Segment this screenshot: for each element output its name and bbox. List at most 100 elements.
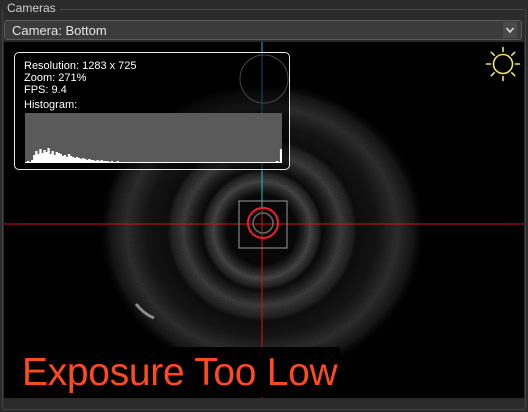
histogram-bar (73, 158, 77, 163)
histogram-bar (78, 158, 81, 163)
histogram-bar (147, 162, 150, 163)
histogram-bar (233, 162, 236, 163)
histogram-bar (141, 162, 144, 163)
histogram-bar (120, 162, 124, 163)
histogram-bar (228, 162, 232, 163)
histogram-label: Histogram: (24, 99, 78, 111)
camera-view[interactable]: Resolution: 1283 x 725 Zoom: 271% FPS: 9… (4, 42, 524, 398)
histogram-bar (27, 161, 30, 163)
histogram-bar (222, 162, 226, 163)
histogram-bar (51, 151, 54, 163)
histogram-bar (188, 162, 191, 163)
histogram-bar (80, 159, 83, 163)
histogram-bar (157, 162, 160, 163)
histogram-bar (75, 157, 79, 163)
histogram-bar (118, 162, 122, 163)
histogram-bar (137, 162, 140, 163)
histogram-bar (200, 162, 203, 163)
histogram-bar (41, 153, 44, 163)
histogram-bar (259, 162, 262, 163)
histogram-bar (96, 160, 99, 163)
histogram-bar (71, 157, 75, 163)
histogram-bar (145, 162, 148, 163)
histogram-bar (263, 162, 266, 163)
histogram-bar (84, 159, 87, 163)
histogram-bar (198, 162, 201, 163)
histogram-bar (167, 162, 171, 163)
histogram-bar (161, 162, 164, 163)
histogram-bar (69, 156, 73, 163)
histogram-bar (208, 162, 211, 163)
histogram-bar (165, 162, 169, 163)
histogram-bar (190, 162, 193, 163)
histogram-bar (204, 162, 207, 163)
histogram-bar (212, 162, 215, 163)
histogram-bar (245, 162, 248, 163)
histogram-bar (65, 157, 69, 163)
histogram-bar (253, 162, 256, 163)
chevron-down-icon (503, 22, 517, 38)
histogram-bar (94, 161, 97, 163)
histogram-bar (171, 162, 175, 163)
group-title-line (60, 9, 524, 10)
histogram-bar (131, 162, 134, 163)
histogram-bar (49, 154, 52, 163)
histogram-bar (180, 162, 183, 163)
histogram-bar (61, 156, 65, 163)
histogram-bar (192, 162, 195, 163)
histogram-bar (159, 162, 162, 163)
histogram-bar (163, 162, 167, 163)
histogram-bar (55, 152, 58, 163)
histogram-bar (271, 162, 275, 163)
histogram-bar (249, 162, 252, 163)
histogram-bar (149, 162, 152, 163)
histogram-bar (194, 162, 197, 163)
histogram-bar (214, 162, 218, 163)
fps-label: FPS: 9.4 (24, 84, 67, 96)
histogram-bar (116, 161, 120, 163)
histogram-bar (86, 160, 89, 163)
histogram-bar (139, 162, 142, 163)
sun-icon[interactable] (485, 46, 521, 82)
histogram-bar (184, 162, 187, 163)
zoom-label: Zoom: 271% (24, 72, 87, 84)
group-frame (2, 9, 526, 410)
histogram-bar (210, 162, 213, 163)
histogram-bar (110, 161, 114, 163)
histogram-bar (92, 160, 95, 163)
histogram-bar (43, 150, 46, 163)
histogram-bar (124, 162, 128, 163)
camera-select-value: Camera: Bottom (12, 23, 107, 38)
histogram-bar (143, 162, 146, 163)
histogram-bar (273, 162, 277, 163)
histogram-bar (122, 162, 126, 163)
histogram (25, 113, 282, 163)
histogram-bar (37, 154, 40, 163)
histogram-bar (31, 160, 34, 163)
histogram-bar (279, 149, 282, 163)
histogram-bar (126, 162, 130, 163)
histogram-bar (155, 162, 158, 163)
histogram-bar (33, 155, 36, 163)
histogram-bar (257, 162, 260, 163)
histogram-bar (235, 162, 238, 163)
histogram-bar (82, 158, 85, 163)
histogram-bar (102, 161, 105, 163)
histogram-bar (206, 162, 209, 163)
histogram-bar (277, 162, 281, 163)
histogram-bar (169, 162, 173, 163)
histogram-bar (218, 162, 222, 163)
histogram-bar (133, 162, 136, 163)
histogram-bar (47, 148, 50, 163)
histogram-bar (175, 162, 179, 163)
histogram-background (25, 113, 282, 163)
histogram-bar (100, 160, 103, 163)
histogram-bar (25, 162, 28, 163)
histogram-bar (186, 162, 189, 163)
histogram-bar (67, 154, 71, 163)
exposure-warning: Exposure Too Low (12, 347, 340, 397)
histogram-bar (202, 162, 205, 163)
histogram-bar (237, 162, 240, 163)
histogram-bar (275, 161, 279, 163)
camera-select[interactable]: Camera: Bottom (4, 20, 522, 40)
